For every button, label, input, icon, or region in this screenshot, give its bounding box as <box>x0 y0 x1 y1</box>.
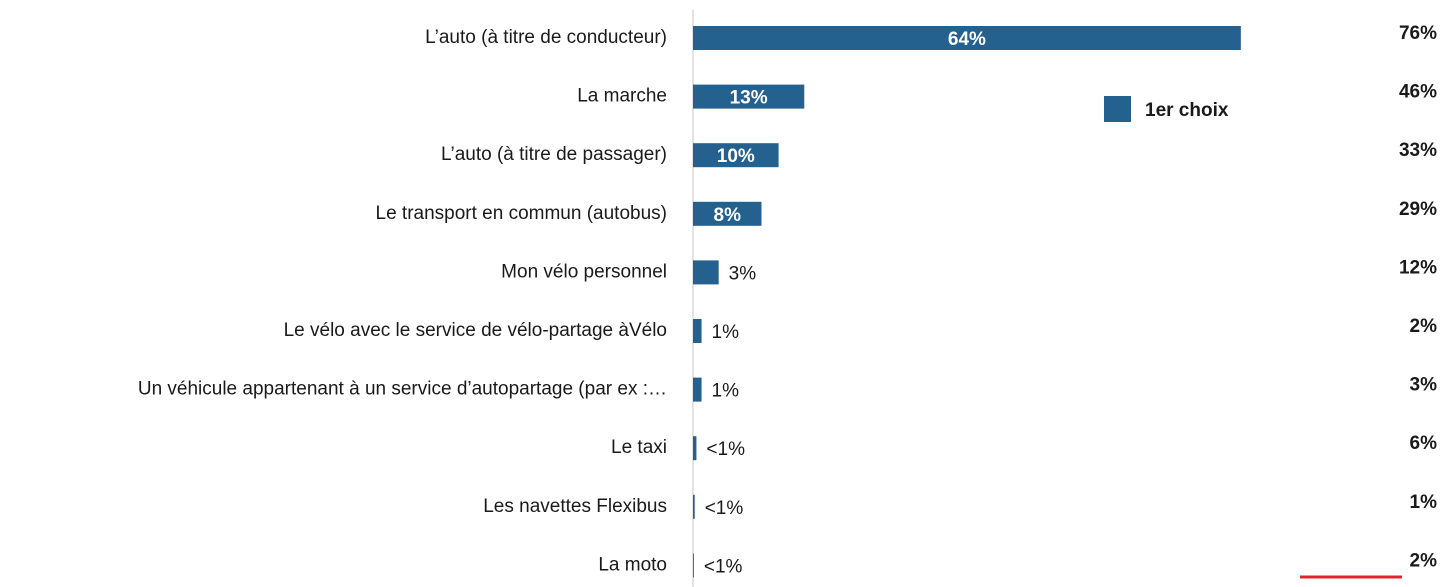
legend-swatch <box>1104 96 1131 122</box>
category-label: Les navettes Flexibus <box>483 496 667 517</box>
category-label: Mon vélo personnel <box>501 261 667 282</box>
value-label: 10% <box>717 146 755 167</box>
value-label: <1% <box>706 439 745 460</box>
bar <box>693 26 1241 50</box>
category-label: Le taxi <box>611 437 667 458</box>
total-label: 2% <box>1410 550 1438 571</box>
category-label: L’auto (à titre de passager) <box>441 144 667 165</box>
total-label: 2% <box>1410 316 1438 337</box>
bar <box>693 84 805 109</box>
value-label: 13% <box>730 88 768 109</box>
total-label: 76% <box>1399 23 1437 44</box>
total-label: 46% <box>1399 82 1437 103</box>
value-label: <1% <box>704 556 743 577</box>
total-label: 3% <box>1410 375 1438 396</box>
total-label: 12% <box>1399 257 1437 278</box>
value-label: <1% <box>705 498 744 519</box>
category-label: La moto <box>598 554 667 575</box>
bar <box>693 494 695 519</box>
bar <box>693 201 762 226</box>
bar <box>693 319 702 343</box>
total-label: 6% <box>1410 433 1438 454</box>
total-label: 33% <box>1399 140 1437 161</box>
value-label: 8% <box>714 205 742 226</box>
value-label: 1% <box>712 381 740 402</box>
value-label: 64% <box>948 29 986 50</box>
value-label: 3% <box>729 263 757 284</box>
total-label: 1% <box>1410 492 1438 513</box>
total-label: 29% <box>1399 199 1437 220</box>
bar <box>693 553 694 578</box>
bar <box>693 143 779 168</box>
legend-label: 1er choix <box>1145 100 1229 121</box>
category-label: Un véhicule appartenant à un service d’a… <box>138 379 667 400</box>
category-label: L’auto (à titre de conducteur) <box>425 27 667 48</box>
bar <box>693 260 719 285</box>
bar <box>693 377 702 402</box>
category-label: Le vélo avec le service de vélo-partage … <box>284 320 667 341</box>
value-label: 1% <box>712 322 740 343</box>
category-label: La marche <box>577 86 667 107</box>
bar <box>693 436 697 461</box>
category-label: Le transport en commun (autobus) <box>376 203 668 224</box>
